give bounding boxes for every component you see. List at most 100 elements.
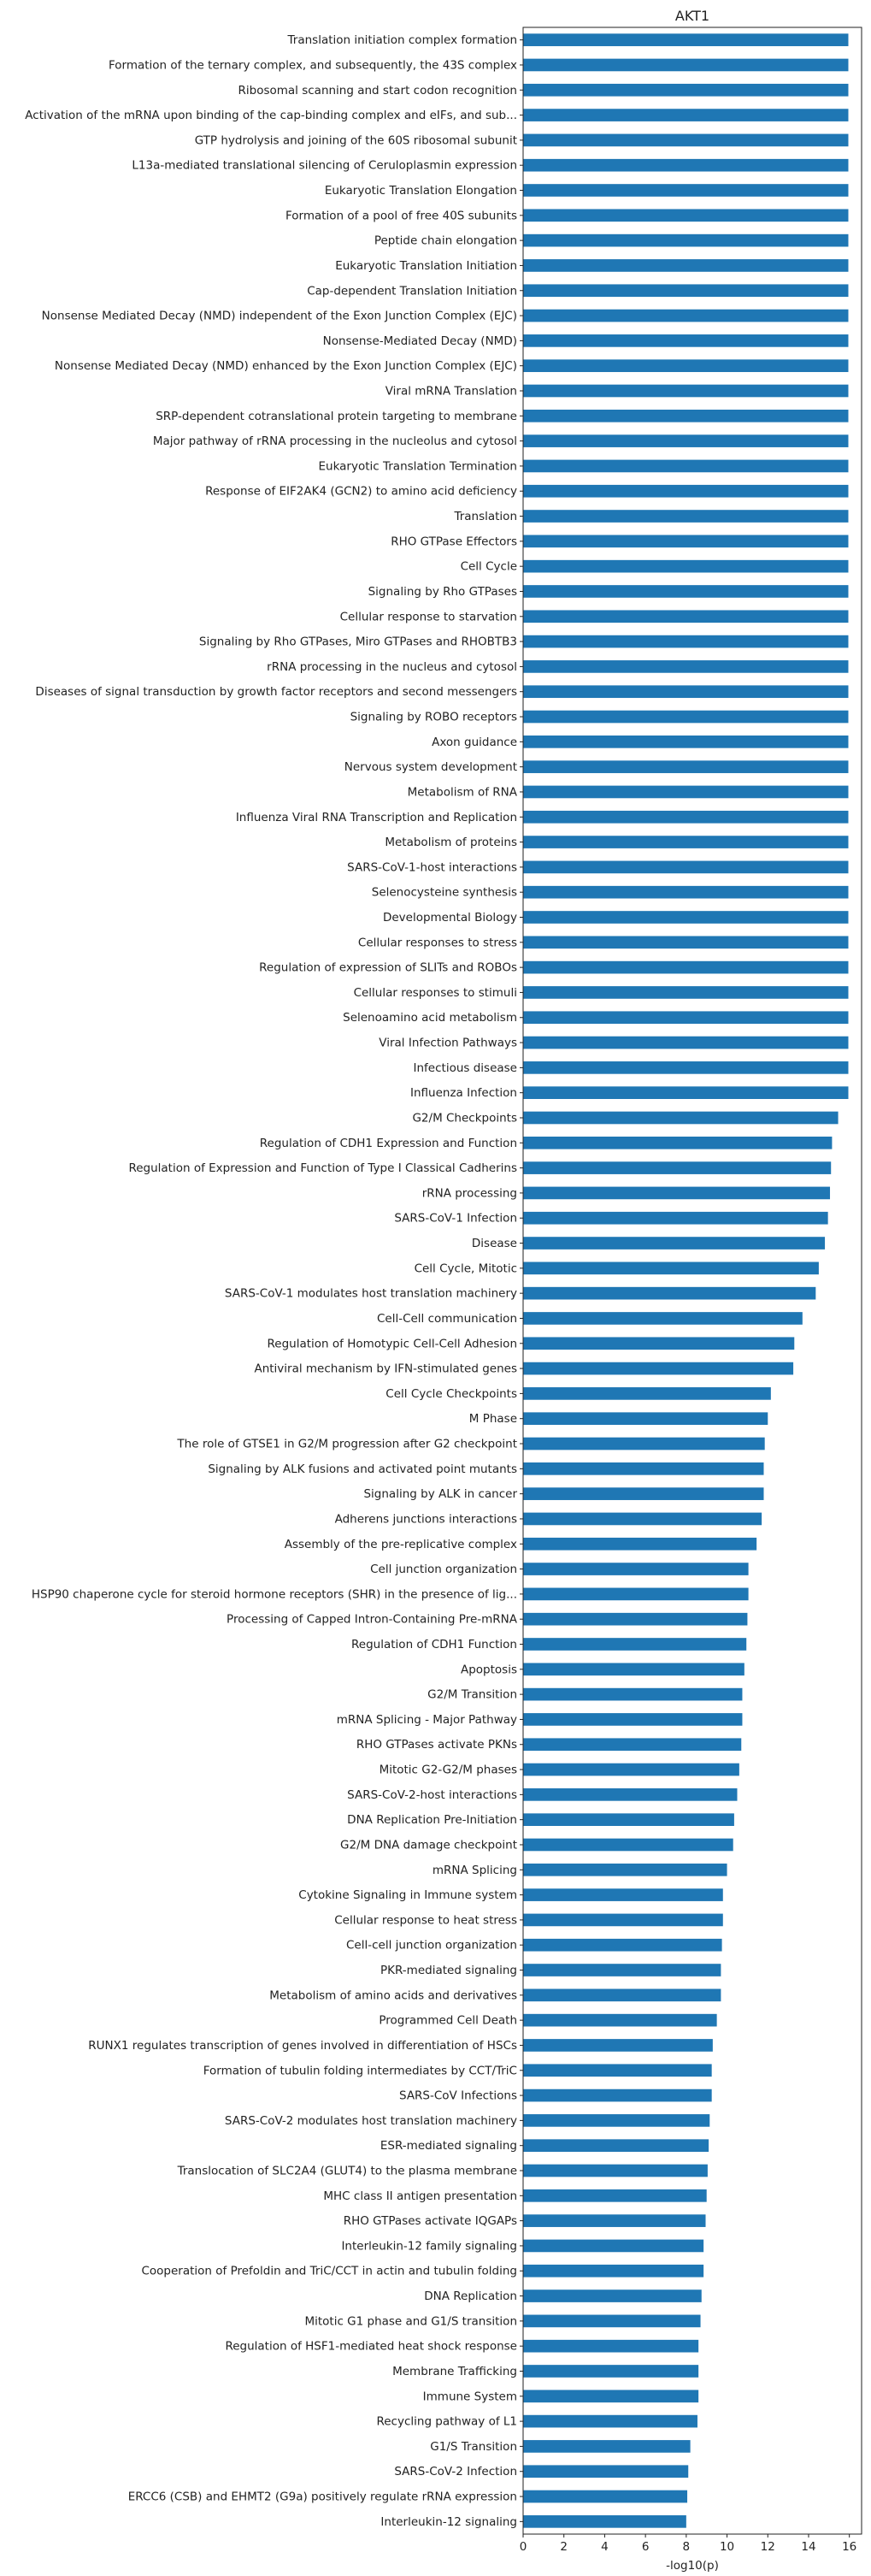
y-tick-label: Diseases of signal transduction by growt… — [35, 685, 517, 699]
x-axis-label: -log10(p) — [666, 2559, 719, 2573]
bar-37 — [523, 960, 849, 974]
bar-13 — [523, 359, 849, 373]
y-tick-label: Assembly of the pre-replicative complex — [285, 1538, 517, 1551]
y-tick-label: GTP hydrolysis and joining of the 60S ri… — [195, 133, 517, 147]
plot-frame — [522, 27, 862, 2535]
y-tick-label: Interleukin-12 signaling — [380, 2515, 517, 2529]
y-tick-label: RHO GTPases activate PKNs — [356, 1738, 517, 1752]
y-tick-label: Nonsense-Mediated Decay (NMD) — [323, 334, 517, 348]
bar-12 — [523, 334, 849, 347]
bar-78 — [523, 1988, 721, 2002]
y-tick-label: Axon guidance — [432, 736, 517, 749]
bar-55 — [523, 1412, 768, 1426]
y-tick-label: G2/M Checkpoints — [412, 1111, 517, 1125]
x-axis: 0 2 4 6 8 10 12 14 16 — [520, 2534, 856, 2554]
bar-71 — [523, 1813, 734, 1826]
bar-25 — [523, 660, 849, 673]
y-tick-label: Mitotic G2-G2/M phases — [380, 1764, 517, 1777]
bar-77 — [523, 1964, 721, 1976]
bar-99 — [523, 2515, 686, 2528]
bar-62 — [523, 1587, 749, 1601]
bar-45 — [523, 1161, 832, 1174]
y-tick-label: Developmental Biology — [383, 911, 517, 925]
y-tick-label: G2/M Transition — [427, 1688, 517, 1702]
bar-60 — [523, 1537, 757, 1551]
y-tick-label: Regulation of Homotypic Cell-Cell Adhesi… — [268, 1337, 517, 1350]
bar-16 — [523, 434, 849, 447]
y-tick-label: Cell Cycle, Mitotic — [415, 1261, 517, 1275]
bar-52 — [523, 1337, 795, 1350]
y-tick-label: Eukaryotic Translation Initiation — [335, 259, 517, 273]
y-tick-label: mRNA Splicing - Major Pathway — [337, 1713, 517, 1727]
bar-88 — [523, 2239, 704, 2253]
bar-26 — [523, 685, 849, 699]
y-tick-label: Influenza Infection — [410, 1086, 517, 1100]
y-tick-label: Nonsense Mediated Decay (NMD) enhanced b… — [55, 359, 517, 373]
bar-54 — [523, 1387, 771, 1400]
bar-20 — [523, 535, 849, 548]
y-tick-label: SARS-CoV-1 modulates host translation ma… — [225, 1287, 517, 1301]
y-tick-label: Nonsense Mediated Decay (NMD) independen… — [42, 310, 517, 323]
bar-63 — [523, 1612, 748, 1626]
bar-61 — [523, 1563, 749, 1575]
bar-74 — [523, 1888, 723, 1901]
bar-46 — [523, 1186, 831, 1200]
y-tick-label: Signaling by Rho GTPases — [368, 585, 517, 599]
bar-82 — [523, 2089, 712, 2102]
bar-57 — [523, 1462, 764, 1475]
y-tick-label: The role of GTSE1 in G2/M progression af… — [176, 1438, 517, 1451]
y-tick-label: Formation of tubulin folding intermediat… — [203, 2064, 517, 2077]
y-tick-label: G1/S Transition — [430, 2440, 517, 2454]
bar-67 — [523, 1713, 743, 1726]
bar-75 — [523, 1913, 723, 1927]
bar-68 — [523, 1738, 742, 1752]
y-tick-label: Metabolism of proteins — [385, 836, 517, 849]
y-tick-label: Cell Cycle — [461, 560, 517, 574]
y-tick-label: MHC class II antigen presentation — [323, 2189, 517, 2203]
y-tick-label: Activation of the mRNA upon binding of t… — [25, 109, 517, 122]
y-tick-label: rRNA processing — [422, 1186, 517, 1200]
bar-14 — [523, 384, 849, 398]
bar-31 — [523, 810, 849, 824]
bar-81 — [523, 2064, 712, 2077]
bar-51 — [523, 1312, 803, 1325]
bar-95 — [523, 2414, 697, 2428]
bar-30 — [523, 785, 849, 799]
y-tick-label: mRNA Splicing — [433, 1864, 517, 1877]
bar-83 — [523, 2114, 710, 2127]
y-tick-label: Metabolism of amino acids and derivative… — [269, 1988, 517, 2002]
bar-33 — [523, 860, 849, 874]
bar-59 — [523, 1512, 762, 1526]
y-tick-label: Regulation of expression of SLITs and RO… — [259, 961, 517, 975]
bar-50 — [523, 1286, 816, 1300]
bar-5 — [523, 158, 849, 172]
y-tick-label: SARS-CoV-2 Infection — [394, 2465, 517, 2479]
bar-15 — [523, 409, 849, 422]
y-tick-label: Cap-dependent Translation Initiation — [307, 284, 517, 298]
y-tick-label: RHO GTPase Effectors — [391, 535, 517, 548]
bar-9 — [523, 259, 849, 272]
y-tick-label: Signaling by Rho GTPases, Miro GTPases a… — [199, 635, 517, 649]
bar-28 — [523, 736, 849, 748]
y-tick-label: HSP90 chaperone cycle for steroid hormon… — [32, 1587, 517, 1601]
bar-98 — [523, 2490, 688, 2503]
bar-21 — [523, 559, 849, 573]
bar-94 — [523, 2390, 699, 2403]
y-tick-label: Cellular response to heat stress — [334, 1913, 517, 1927]
bar-22 — [523, 585, 849, 598]
y-tick-label: SRP-dependent cotranslational protein ta… — [156, 410, 517, 423]
bar-39 — [523, 1011, 849, 1025]
bar-3 — [523, 109, 849, 121]
bar-34 — [523, 885, 849, 899]
y-tick-label: Signaling by ROBO receptors — [350, 711, 517, 724]
y-tick-label: DNA Replication Pre-Initiation — [347, 1813, 517, 1827]
x-tick-label: 16 — [842, 2540, 856, 2554]
chart-title: AKT1 — [675, 8, 709, 24]
bar-56 — [523, 1437, 765, 1450]
x-tick-label: 14 — [801, 2540, 815, 2554]
y-tick-label: Adherens junctions interactions — [335, 1512, 517, 1526]
bar-17 — [523, 459, 849, 473]
x-tick-label: 10 — [720, 2540, 734, 2554]
bar-69 — [523, 1763, 739, 1776]
y-tick-label: Response of EIF2AK4 (GCN2) to amino acid… — [205, 485, 517, 499]
